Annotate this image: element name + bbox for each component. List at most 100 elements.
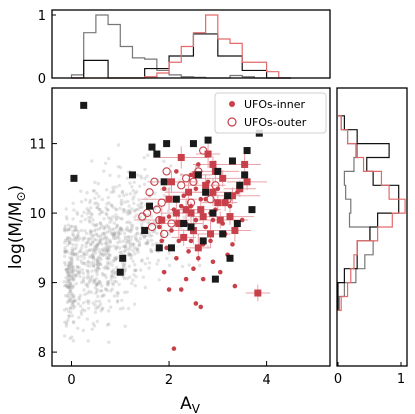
background-point: [75, 257, 80, 261]
background-point: [110, 231, 114, 235]
background-point: [87, 260, 91, 264]
background-point: [74, 236, 79, 240]
background-point: [99, 302, 103, 306]
background-point: [87, 299, 91, 303]
ufo-inner-square: [172, 209, 180, 217]
ufo-inner-point: [174, 169, 179, 174]
background-point: [72, 276, 76, 280]
background-point: [129, 256, 133, 260]
background-point: [102, 227, 106, 231]
background-point: [67, 286, 72, 291]
background-point: [78, 269, 82, 273]
background-point: [109, 289, 113, 293]
background-point: [143, 176, 147, 180]
ufo-outer-point: [147, 222, 157, 232]
background-point: [102, 248, 106, 252]
background-point: [142, 234, 147, 238]
background-point: [73, 252, 77, 257]
background-point: [66, 263, 71, 267]
background-point: [97, 261, 102, 265]
background-point: [105, 223, 109, 227]
background-point: [79, 312, 84, 316]
background-point: [105, 289, 110, 293]
ufo-inner-square: [209, 160, 217, 168]
background-point: [70, 265, 74, 269]
background-point: [96, 242, 100, 247]
background-point: [88, 248, 92, 253]
black-square-point: [228, 157, 236, 165]
background-point: [83, 229, 87, 233]
background-point: [88, 276, 93, 280]
background-point: [112, 231, 117, 235]
background-point: [83, 309, 87, 313]
background-point: [111, 205, 115, 209]
background-point: [107, 246, 111, 250]
background-point: [70, 249, 74, 253]
background-point: [135, 189, 139, 194]
background-point: [108, 240, 113, 245]
background-point: [123, 235, 128, 239]
background-point: [71, 303, 76, 307]
ufo-inner-point: [210, 259, 216, 265]
background-point: [79, 280, 84, 285]
black-square-point: [80, 101, 88, 109]
ufo-inner-square: [199, 213, 207, 221]
background-point: [96, 258, 100, 263]
background-point: [77, 271, 81, 275]
background-point: [114, 185, 118, 189]
background-point: [137, 243, 142, 247]
background-point: [95, 191, 99, 196]
background-point: [106, 250, 110, 254]
background-point: [128, 209, 132, 213]
background-point: [66, 227, 71, 231]
background-point: [62, 229, 67, 233]
background-point: [63, 263, 68, 267]
background-point: [108, 238, 112, 242]
background-point: [75, 251, 80, 255]
background-point: [94, 244, 99, 248]
background-point: [64, 268, 68, 272]
black-square-point: [226, 254, 234, 262]
background-point: [104, 248, 109, 252]
background-point: [115, 290, 119, 295]
ufo-inner-square: [231, 226, 239, 234]
background-point: [76, 233, 80, 237]
background-point: [104, 212, 108, 216]
background-point: [112, 279, 117, 283]
background-point: [86, 260, 90, 264]
ufo-inner-square: [219, 174, 227, 182]
background-point: [94, 232, 98, 236]
background-point: [97, 194, 101, 199]
background-point: [79, 254, 84, 259]
ufo-outer-point: [186, 198, 196, 207]
background-point: [92, 229, 97, 233]
background-point: [74, 268, 78, 273]
background-point: [100, 242, 104, 246]
background-point: [97, 241, 102, 245]
background-point: [166, 188, 170, 192]
background-point: [113, 275, 117, 280]
background-point: [70, 276, 75, 281]
background-point: [96, 305, 100, 310]
background-point: [182, 215, 186, 219]
background-point: [86, 237, 91, 242]
background-point: [149, 247, 153, 252]
background-point: [94, 299, 98, 303]
background-point: [67, 274, 72, 278]
background-point: [98, 239, 103, 243]
background-point: [96, 281, 101, 285]
background-point: [71, 284, 76, 288]
background-point: [82, 262, 86, 266]
background-point: [96, 260, 100, 264]
background-point: [123, 245, 127, 249]
ufo-inner-square: [194, 244, 202, 252]
background-point: [100, 232, 105, 236]
background-point: [70, 265, 74, 269]
background-point: [72, 295, 76, 299]
top-ytick-1: 1: [38, 9, 46, 24]
background-point: [129, 238, 133, 242]
background-point: [70, 274, 74, 278]
background-point: [70, 251, 75, 255]
background-point: [105, 260, 110, 265]
background-point: [93, 196, 97, 200]
